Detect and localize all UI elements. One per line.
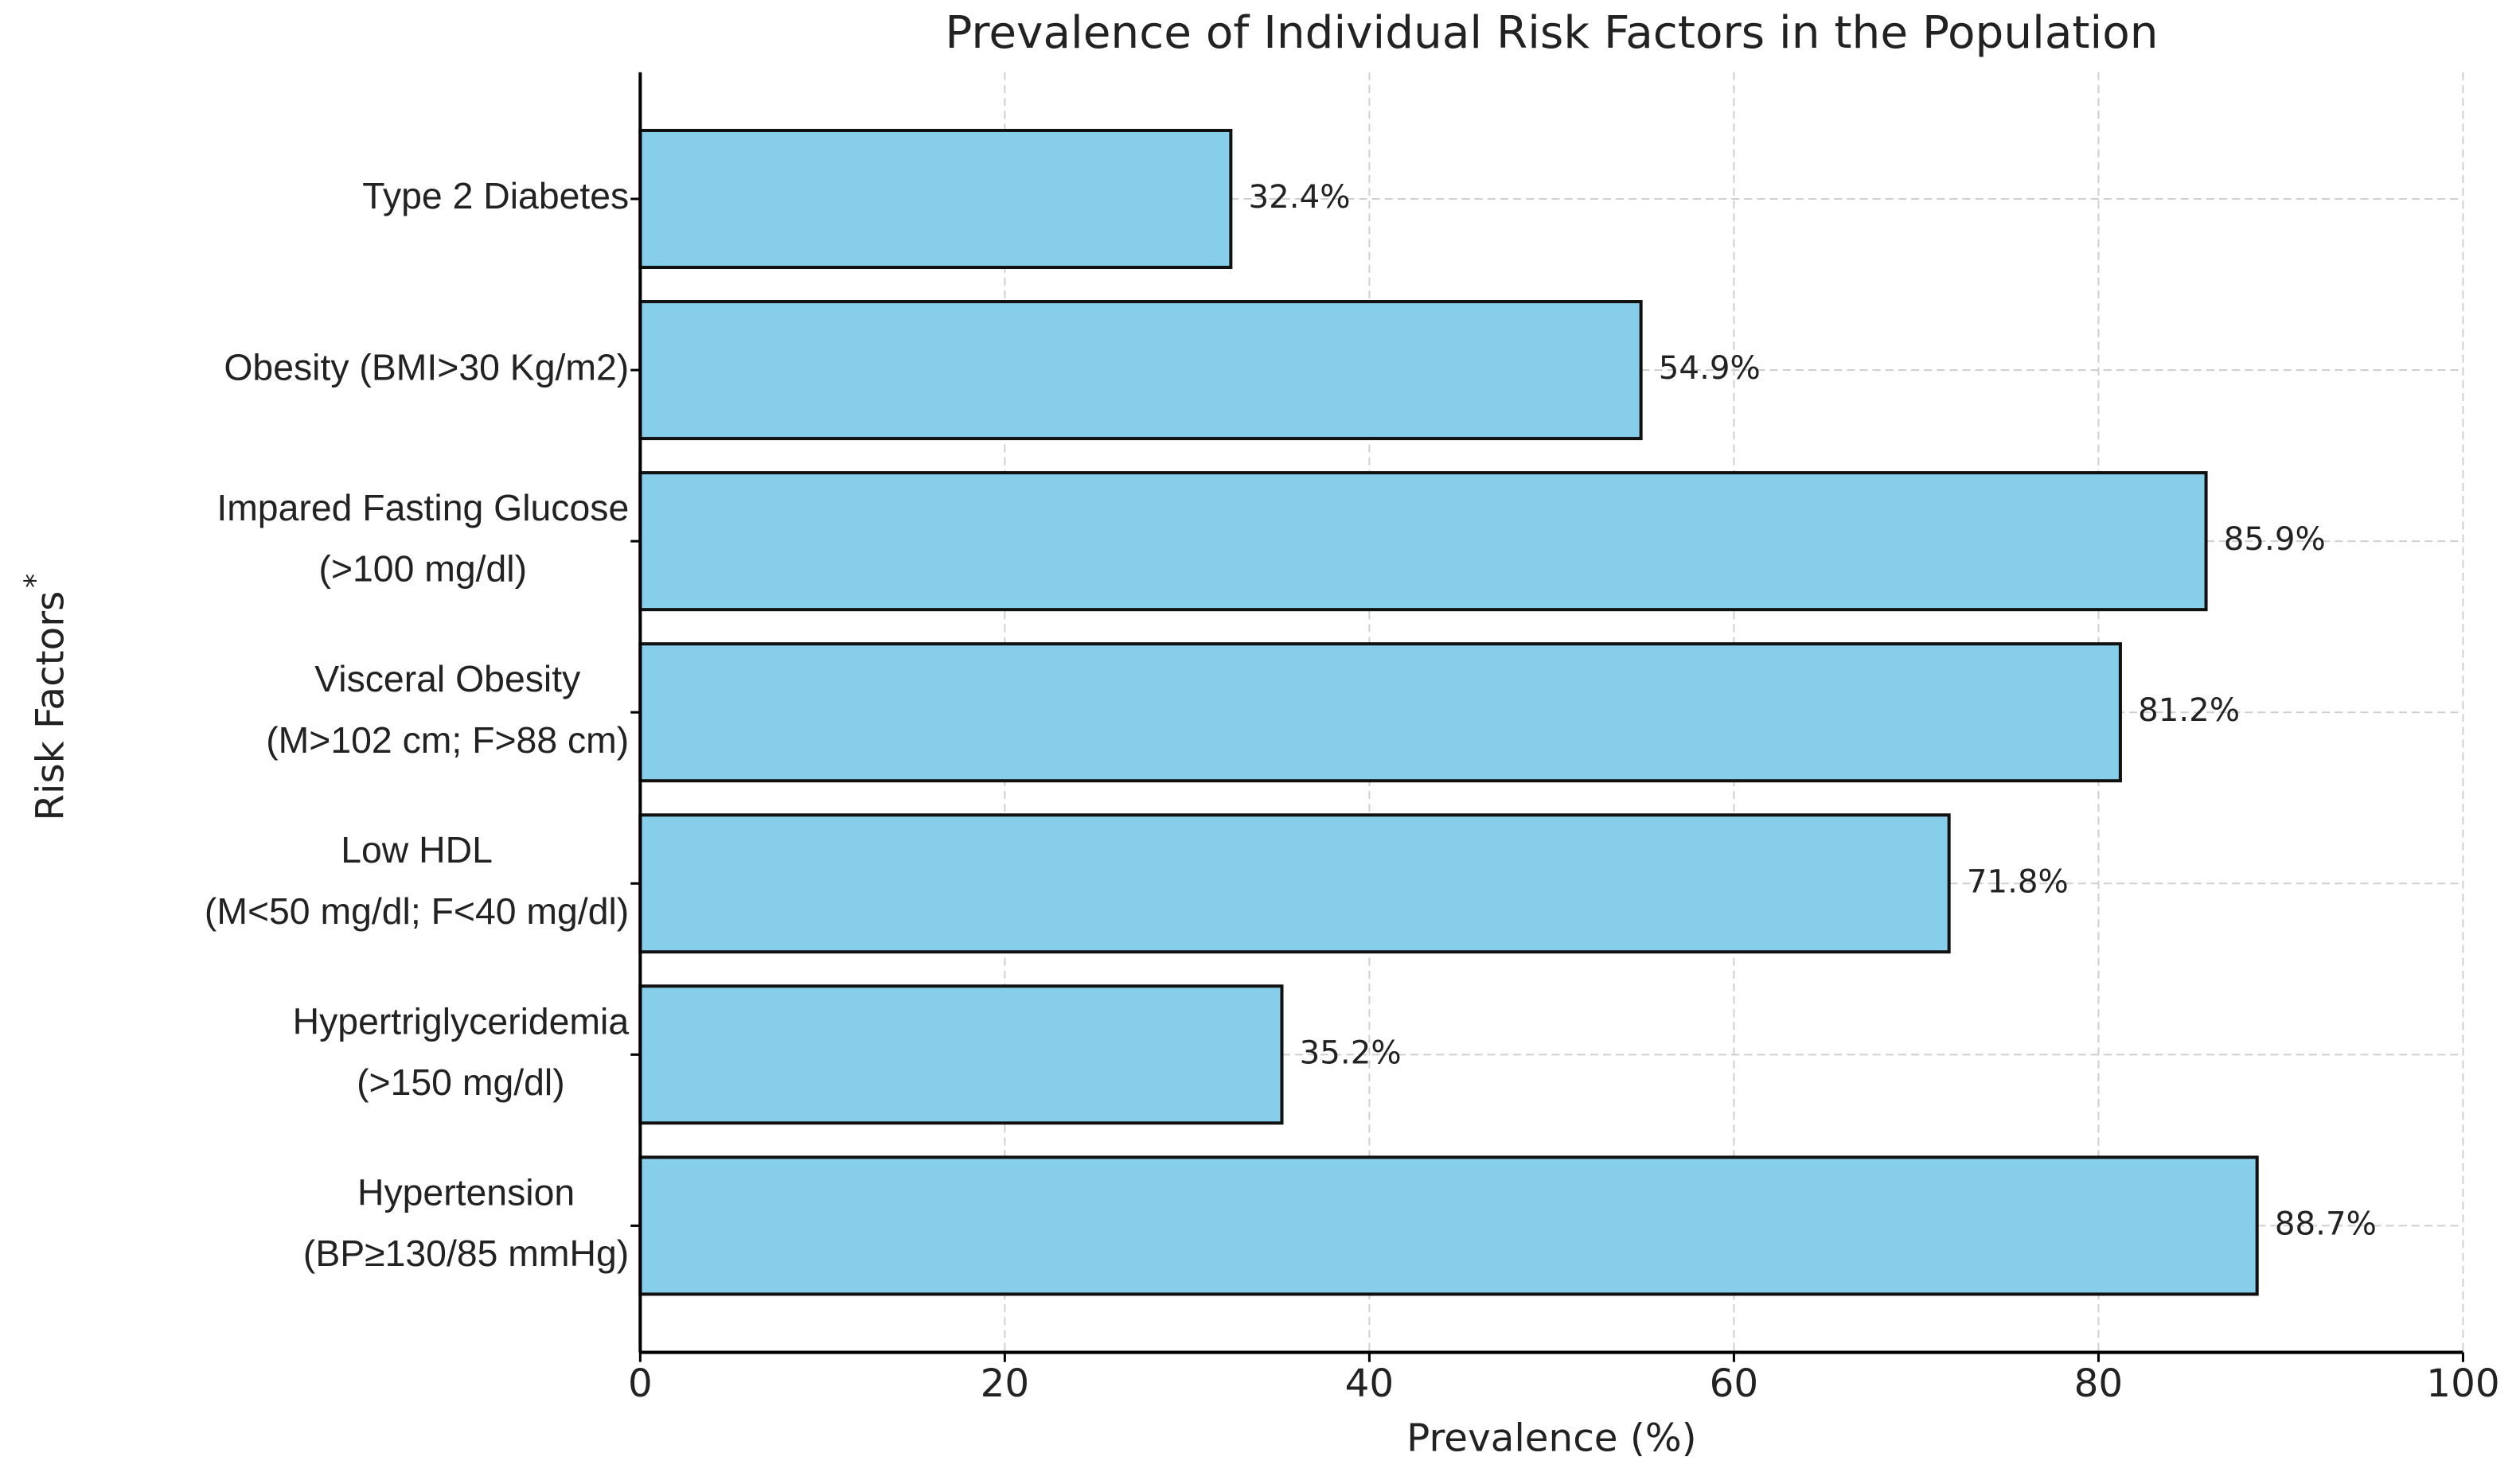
bar <box>638 471 2208 612</box>
value-label: 88.7% <box>2275 1205 2377 1242</box>
y-axis-label: Risk Factors <box>29 591 73 821</box>
bar <box>638 1155 2259 1296</box>
y-axis-label-group: Risk Factors * <box>18 574 72 821</box>
y-tick-label: (M>102 cm; F>88 cm) <box>266 719 629 761</box>
value-label: 71.8% <box>1967 863 2069 900</box>
value-label: 85.9% <box>2224 520 2326 558</box>
x-tick-label: 20 <box>981 1361 1030 1406</box>
value-label: 54.9% <box>1659 349 1761 387</box>
value-label: 32.4% <box>1249 178 1351 216</box>
x-axis-label: Prevalence (%) <box>1406 1416 1697 1460</box>
y-tick-label: Obesity (BMI>30 Kg/m2) <box>224 346 629 388</box>
y-axis-label-marker: * <box>18 574 52 588</box>
bar <box>638 128 1233 270</box>
y-tick-label: Visceral Obesity <box>314 658 581 699</box>
value-label: 35.2% <box>1300 1034 1402 1071</box>
x-tick-label: 80 <box>2074 1361 2124 1406</box>
y-tick-label: Low HDL <box>341 829 493 871</box>
x-tick-label: 60 <box>1710 1361 1759 1406</box>
bar <box>638 813 1951 954</box>
y-tick-label: (M<50 mg/dl; F<40 mg/dl) <box>205 890 629 932</box>
chart-title: Prevalence of Individual Risk Factors in… <box>945 7 2158 59</box>
x-tick-label: 0 <box>628 1361 653 1406</box>
bar <box>638 300 1643 441</box>
y-tick-label: Type 2 Diabetes <box>362 175 629 216</box>
y-tick-label: Hypertension <box>357 1171 575 1213</box>
bar <box>638 642 2122 783</box>
x-tick-label: 40 <box>1345 1361 1395 1406</box>
y-tick-label: (>100 mg/dl) <box>319 548 528 590</box>
value-label: 81.2% <box>2138 691 2240 729</box>
bar <box>638 984 1284 1125</box>
y-tick-label: (>150 mg/dl) <box>357 1061 565 1103</box>
y-tick-label: (BP≥130/85 mmHg) <box>303 1233 629 1274</box>
y-tick-label: Impared Fasting Glucose <box>216 487 629 528</box>
y-tick-label: Hypertriglyceridemia <box>293 1000 630 1042</box>
x-tick-label: 100 <box>2426 1361 2499 1406</box>
